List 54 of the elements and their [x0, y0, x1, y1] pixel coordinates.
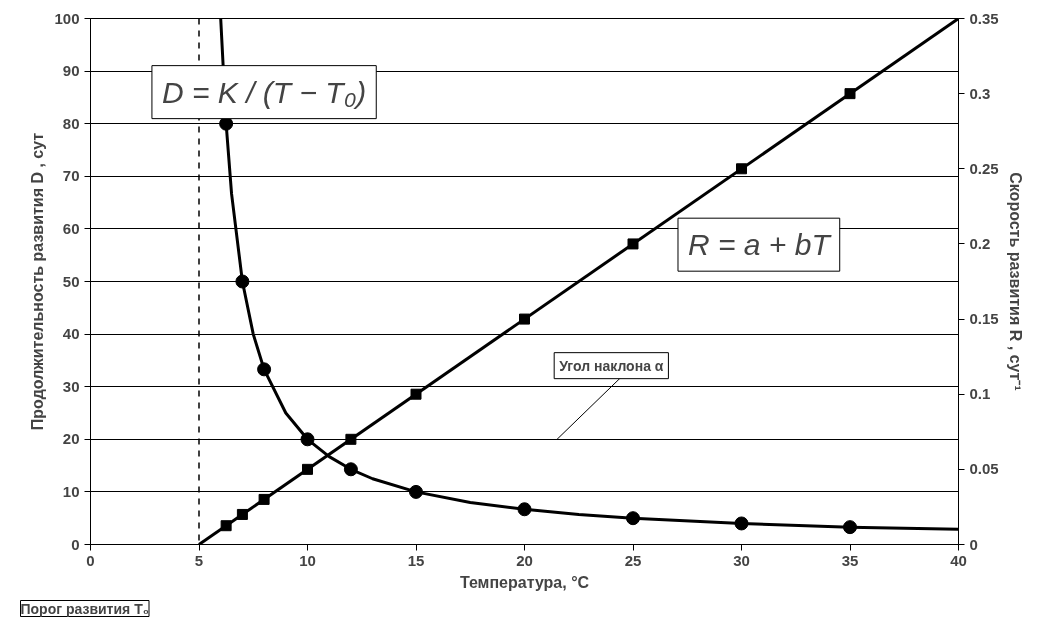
- point: [627, 238, 639, 250]
- point: [519, 313, 530, 325]
- y2-tick-label: 0.35: [969, 9, 999, 27]
- y2-tick-label: 0.3: [969, 84, 991, 102]
- point: [517, 502, 532, 517]
- y2-tick-label: 0.25: [969, 159, 999, 177]
- y-tick-label: 100: [54, 9, 80, 27]
- point: [236, 508, 248, 520]
- point: [345, 433, 357, 445]
- point: [258, 493, 270, 505]
- y-axis-title: Продолжительность развития D , сут: [29, 132, 47, 431]
- y-tick-label: 0: [71, 535, 80, 553]
- y-tick-label: 20: [62, 430, 80, 448]
- x-tick-label: 35: [841, 551, 859, 569]
- point: [410, 388, 422, 400]
- y2-tick-label: 0.05: [969, 460, 999, 478]
- y-tick-label: 40: [62, 325, 80, 343]
- point: [343, 462, 358, 477]
- x-tick-label: 20: [516, 551, 533, 569]
- x-tick-label: 10: [299, 551, 316, 569]
- x-tick-label: 0: [86, 551, 95, 569]
- annotation: R = a + bT: [687, 228, 833, 262]
- text: Порог развития T₀: [20, 600, 150, 617]
- y-tick-label: 10: [62, 482, 80, 500]
- y2-tick-label: 0.1: [969, 385, 991, 403]
- y-tick-label: 90: [62, 62, 80, 80]
- y2-axis-title: Скорость развития R , сут⁻¹: [1006, 172, 1024, 391]
- point: [302, 463, 313, 475]
- point: [409, 484, 423, 499]
- y-tick-label: 50: [62, 272, 80, 290]
- point: [734, 516, 749, 531]
- point: [300, 432, 315, 447]
- y-tick-label: 70: [62, 167, 80, 185]
- x-tick-label: 5: [194, 551, 204, 569]
- annotation: D = K / (T − T₀): [161, 75, 367, 109]
- point: [844, 88, 856, 100]
- annotation: Угол наклона α: [559, 357, 664, 374]
- y2-tick-label: 0: [969, 535, 978, 553]
- x-tick-label: 25: [624, 551, 642, 569]
- y-tick-label: 60: [62, 219, 80, 237]
- x-tick-label: 40: [950, 551, 967, 569]
- y-tick-label: 30: [62, 377, 80, 395]
- point: [220, 520, 232, 532]
- y2-tick-label: 0.15: [969, 310, 999, 328]
- x-tick-label: 15: [407, 551, 425, 569]
- point: [843, 520, 857, 535]
- y2-tick-label: 0.2: [969, 234, 991, 252]
- y-tick-label: 80: [62, 114, 80, 132]
- point: [235, 274, 250, 289]
- x-tick-label: 30: [733, 551, 750, 569]
- point: [257, 362, 272, 377]
- x-axis-title: Температура, °C: [459, 573, 590, 591]
- point: [736, 163, 747, 175]
- point: [626, 511, 640, 526]
